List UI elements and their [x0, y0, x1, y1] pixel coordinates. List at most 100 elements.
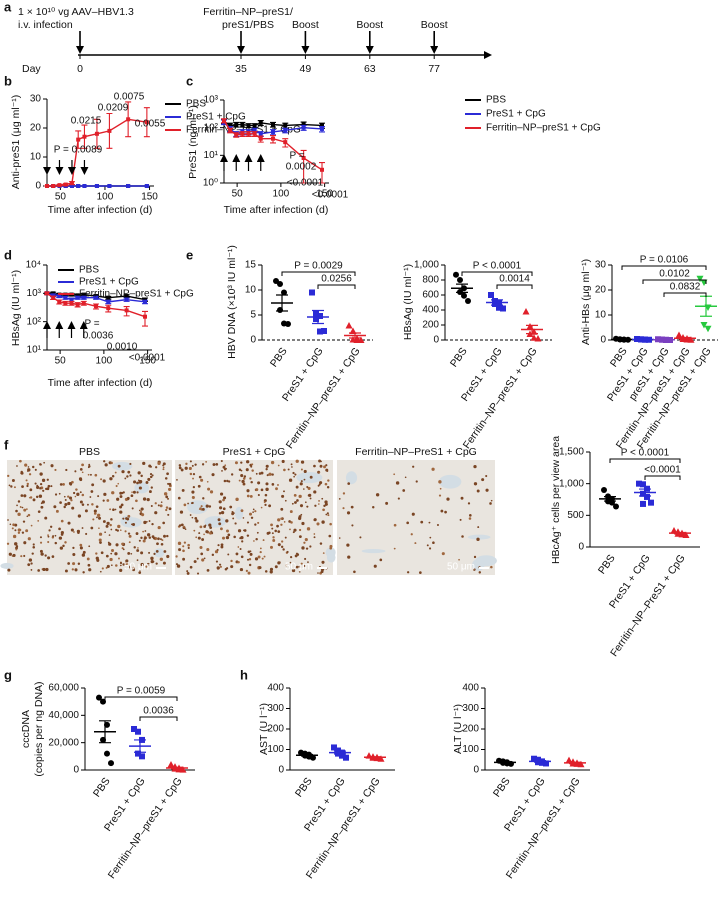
stained-nucleus [476, 537, 480, 541]
stained-nucleus [131, 491, 133, 493]
stained-nucleus [59, 501, 62, 504]
data-point [539, 759, 545, 766]
stained-nucleus [20, 494, 24, 497]
legend-label: Ferritin–NP–preS1 + CpG [79, 289, 194, 300]
stained-nucleus [91, 503, 94, 506]
stained-nucleus [79, 543, 83, 547]
stained-nucleus [49, 525, 53, 528]
stained-nucleus [191, 490, 195, 494]
data-point [252, 128, 257, 133]
error-bar [639, 488, 651, 497]
stained-nucleus [162, 561, 166, 565]
stained-nucleus [436, 523, 439, 527]
stained-nucleus [319, 542, 323, 545]
stained-nucleus [142, 530, 145, 533]
stained-nucleus [292, 531, 295, 534]
stained-nucleus [155, 466, 158, 469]
error-bar [674, 531, 686, 535]
stained-nucleus [168, 507, 172, 511]
stained-nucleus [259, 547, 262, 550]
legend-label: PBS [486, 95, 506, 106]
data-point [271, 122, 275, 127]
stained-nucleus [469, 514, 472, 517]
data-point [135, 728, 141, 735]
stained-nucleus [106, 564, 110, 568]
stained-nucleus [204, 524, 207, 527]
stained-nucleus [26, 515, 29, 518]
stained-nucleus [322, 552, 325, 554]
stained-nucleus [14, 523, 18, 527]
error-bar [526, 324, 538, 335]
stained-nucleus [17, 531, 21, 534]
stained-nucleus [194, 463, 197, 466]
stained-nucleus [53, 505, 57, 509]
significance-bracket [461, 271, 533, 276]
stained-nucleus [124, 530, 127, 533]
y-axis-label: PreS1 (ng ml⁻¹) [187, 105, 199, 179]
stained-nucleus [133, 480, 137, 484]
stained-nucleus [324, 500, 328, 504]
stained-nucleus [271, 532, 274, 535]
stained-nucleus [226, 529, 229, 533]
stained-nucleus [64, 503, 68, 507]
data-point [601, 487, 607, 493]
data-point [704, 325, 712, 333]
stained-nucleus [225, 536, 230, 540]
stained-nucleus [287, 468, 290, 471]
stained-nucleus [313, 490, 317, 494]
day-label: 77 [428, 63, 440, 75]
stained-nucleus [325, 464, 328, 467]
stained-nucleus [254, 510, 257, 513]
x-tick-label: 100 [97, 192, 114, 203]
stained-nucleus [90, 526, 94, 530]
stained-nucleus [70, 499, 73, 502]
data-point [75, 302, 80, 307]
stained-nucleus [201, 507, 205, 511]
stained-nucleus [102, 520, 106, 523]
stained-nucleus [140, 510, 143, 513]
category-label: Ferritin–NP–preS1 + CpG [461, 345, 540, 451]
data-point [534, 335, 542, 342]
data-point [124, 308, 129, 313]
stained-nucleus [180, 468, 184, 472]
stained-nucleus [188, 466, 192, 470]
stained-nucleus [40, 552, 44, 556]
stained-nucleus [209, 531, 212, 535]
stained-nucleus [199, 545, 203, 549]
stained-nucleus [128, 534, 132, 538]
stained-nucleus [63, 505, 66, 509]
stained-nucleus [439, 487, 442, 490]
significance-bracket [621, 265, 707, 270]
stained-nucleus [44, 516, 48, 520]
significance-bracket [281, 271, 356, 276]
stained-nucleus [106, 521, 110, 525]
stained-nucleus [8, 552, 12, 556]
stained-nucleus [313, 536, 316, 539]
stained-nucleus [215, 463, 219, 466]
stained-nucleus [309, 475, 313, 479]
stained-nucleus [153, 552, 156, 555]
stained-nucleus [102, 479, 106, 483]
stained-nucleus [298, 494, 302, 499]
y-tick-label: 10² [204, 122, 219, 133]
stained-nucleus [219, 506, 223, 510]
stained-nucleus [54, 534, 57, 537]
stained-nucleus [338, 537, 341, 539]
stained-nucleus [490, 565, 493, 569]
data-point [320, 123, 324, 128]
stained-nucleus [101, 567, 104, 570]
annotation: 0.0002 [286, 162, 317, 173]
stained-nucleus [84, 509, 88, 513]
vessel [0, 562, 14, 569]
stained-nucleus [50, 485, 53, 488]
stained-nucleus [239, 548, 242, 551]
stained-nucleus [411, 512, 415, 516]
x-tick-label: 100 [273, 189, 290, 200]
stained-nucleus [68, 496, 73, 500]
stained-nucleus [255, 488, 259, 492]
stained-nucleus [115, 543, 119, 547]
category-label: PBS [293, 775, 315, 799]
stained-nucleus [64, 498, 67, 501]
stained-nucleus [288, 478, 293, 482]
annotation: 0.0075 [114, 92, 145, 103]
